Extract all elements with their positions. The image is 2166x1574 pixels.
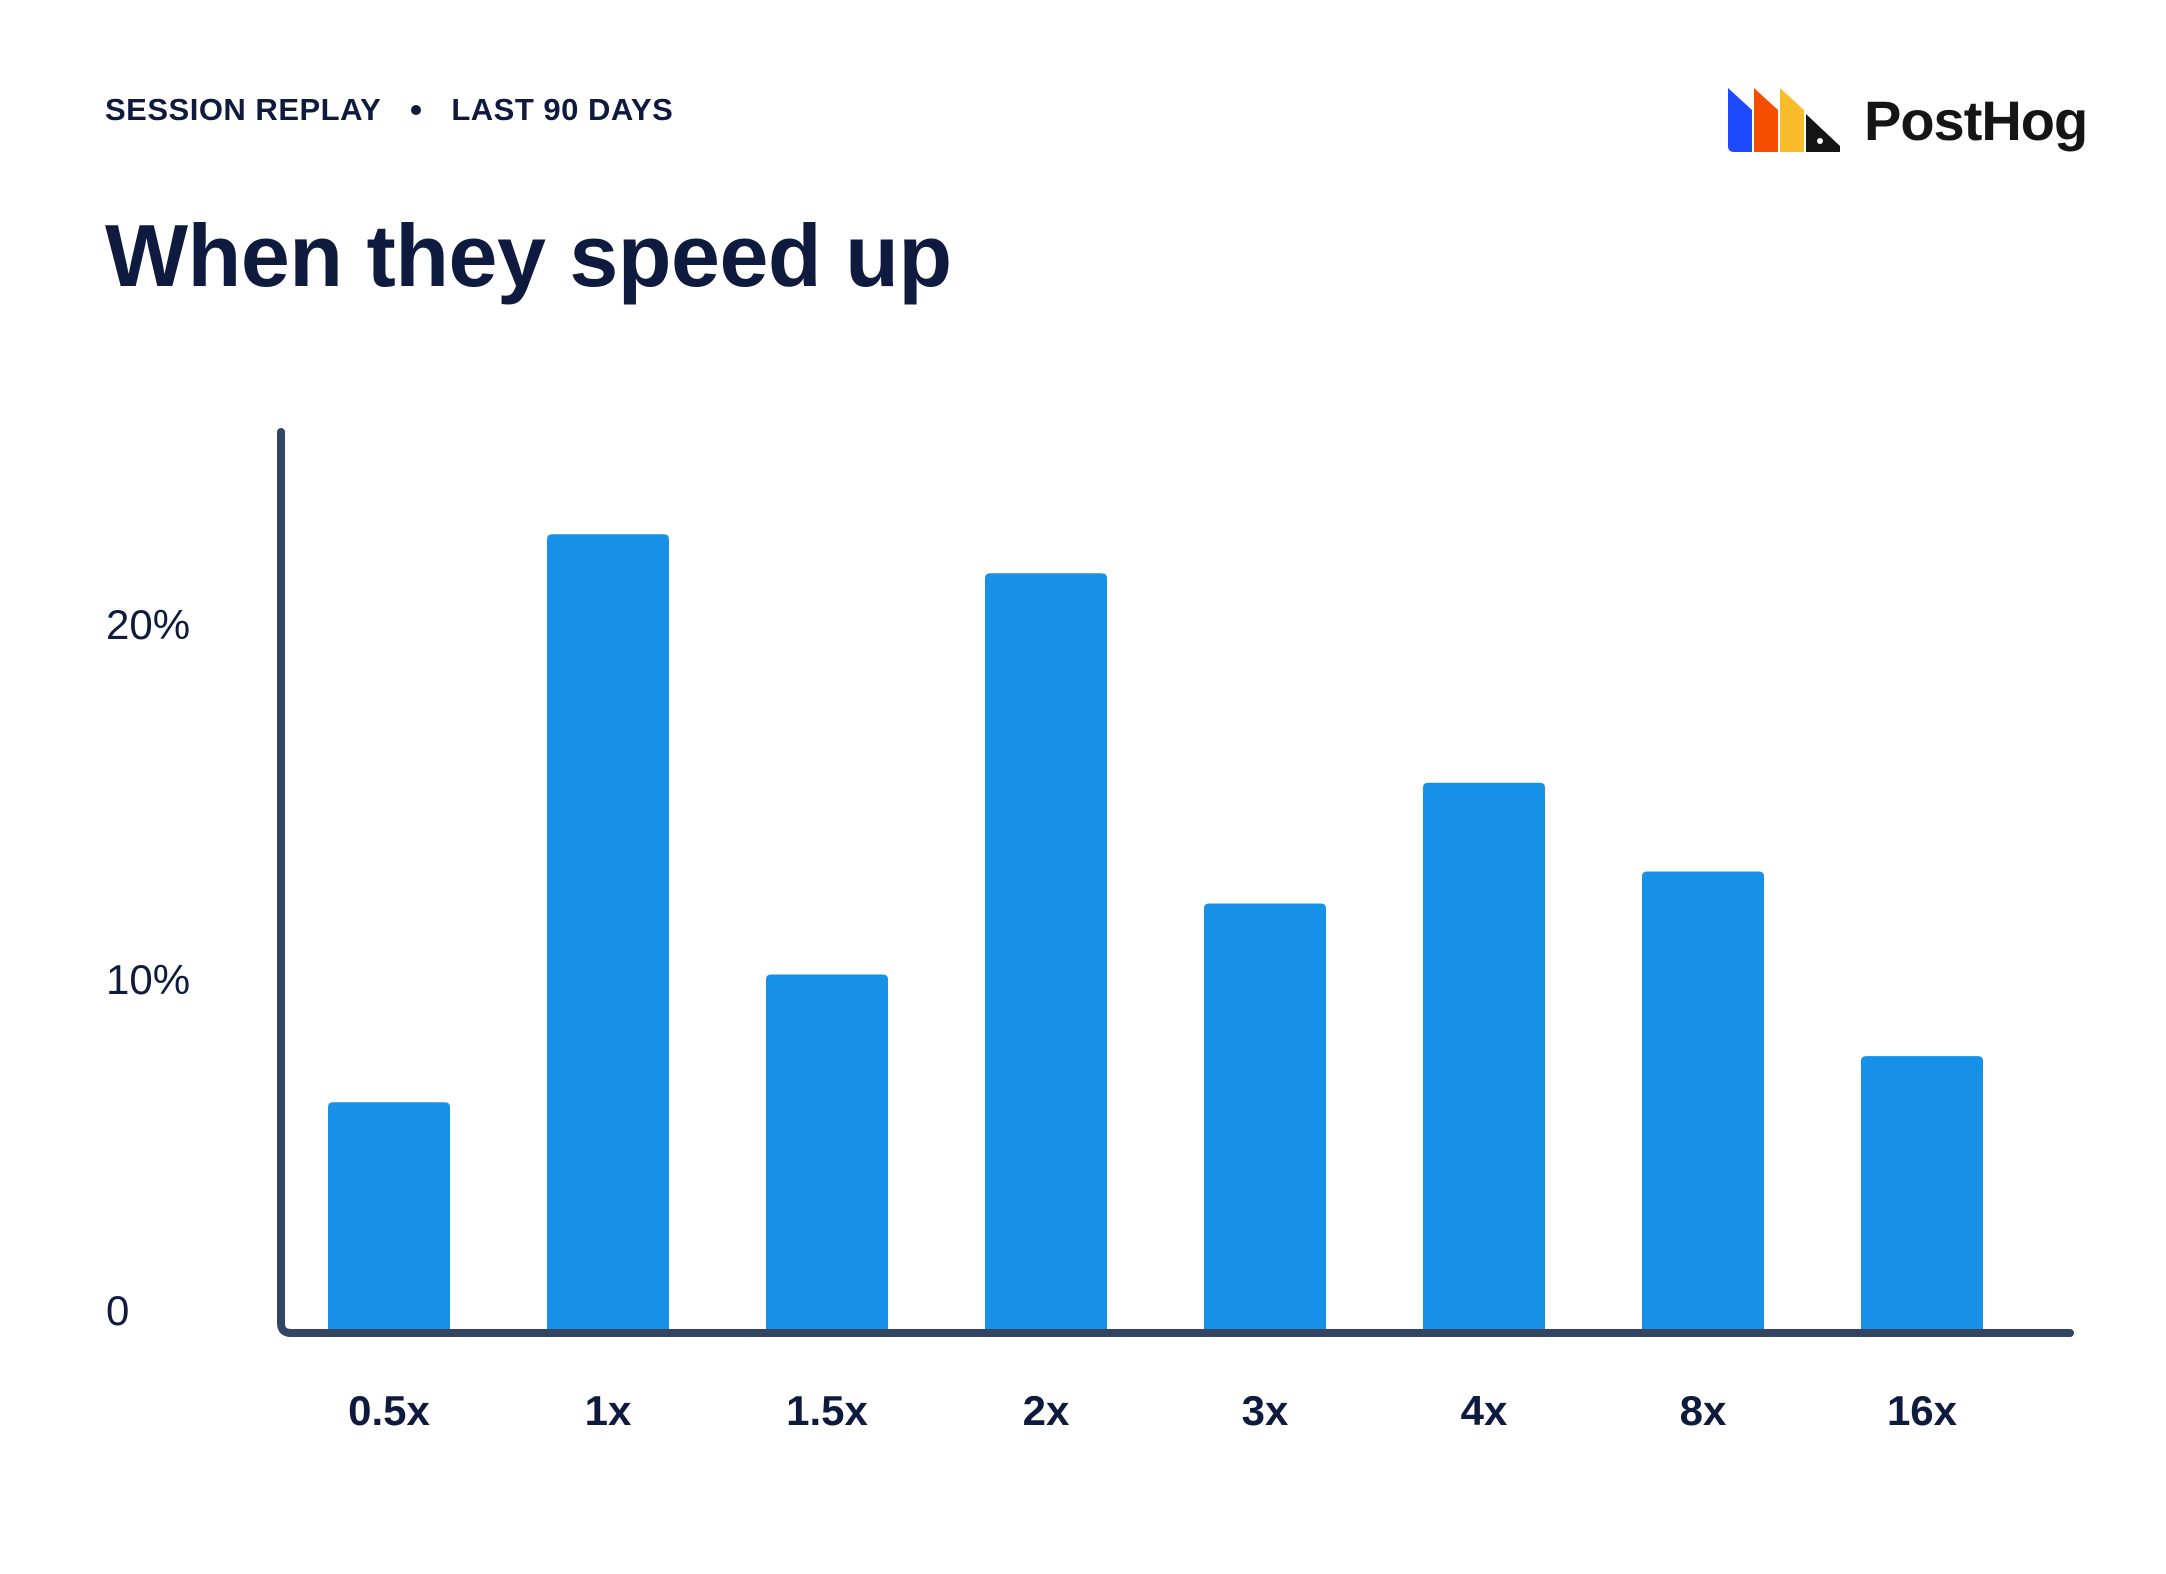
chart-title: When they speed up xyxy=(105,206,952,305)
bar-1.5x xyxy=(766,974,888,1333)
bar-8x xyxy=(1642,871,1764,1333)
eyebrow-product: SESSION REPLAY xyxy=(105,92,382,127)
posthog-logo-icon xyxy=(1728,88,1840,152)
x-tick-label-16x: 16x xyxy=(1887,1387,1958,1434)
eyebrow-separator-dot xyxy=(411,105,422,115)
eyebrow: SESSION REPLAY LAST 90 DAYS xyxy=(105,92,673,128)
bar-3x xyxy=(1204,903,1326,1333)
brand: PostHog xyxy=(1728,88,2088,152)
x-tick-label-4x: 4x xyxy=(1461,1387,1508,1434)
bar-0.5x xyxy=(328,1102,450,1333)
y-tick-label-10: 10% xyxy=(106,956,190,1003)
x-tick-label-0.5x: 0.5x xyxy=(348,1387,430,1434)
y-tick-label-20: 20% xyxy=(106,601,190,648)
bar-4x xyxy=(1423,782,1545,1333)
eyebrow-period: LAST 90 DAYS xyxy=(451,92,674,127)
chart-axis xyxy=(277,428,2074,1337)
x-tick-label-8x: 8x xyxy=(1680,1387,1727,1434)
x-tick-label-1x: 1x xyxy=(585,1387,632,1434)
bar-2x xyxy=(985,573,1107,1333)
x-tick-label-1.5x: 1.5x xyxy=(786,1387,868,1434)
brand-name: PostHog xyxy=(1864,88,2088,152)
bar-16x xyxy=(1861,1056,1983,1333)
bar-1x xyxy=(547,534,669,1333)
x-tick-label-2x: 2x xyxy=(1023,1387,1070,1434)
y-tick-label-0: 0 xyxy=(106,1287,129,1334)
x-tick-label-3x: 3x xyxy=(1242,1387,1289,1434)
